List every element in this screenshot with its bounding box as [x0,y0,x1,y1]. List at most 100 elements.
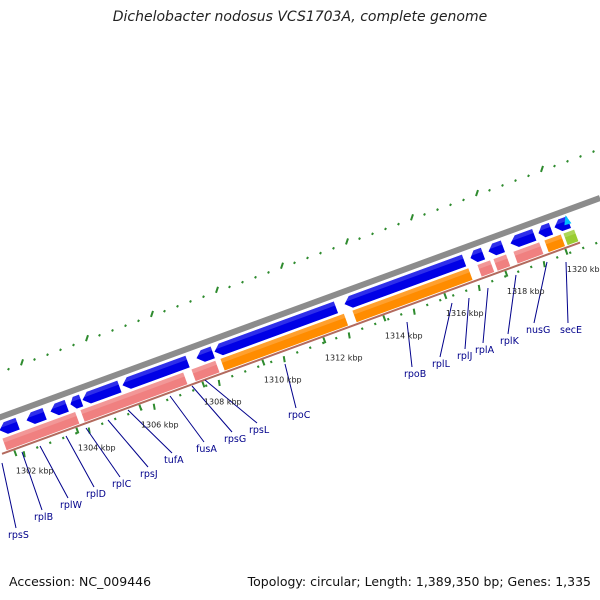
inner-ring-dot [256,365,260,369]
gene-label-fusA: fusA [196,444,217,455]
leader-line [533,261,548,324]
outer-ring-dot [462,198,465,202]
gene-label-rplK: rplK [500,336,520,347]
gene-label-rplJ: rplJ [457,351,472,362]
leader-line [565,261,569,324]
outer-ring-dot [215,286,219,294]
tick-labels: 1302 kbp 1304 kbp 1306 kbp 1308 kbp 1310 kbp… [16,265,600,475]
inner-ring-dot [230,374,234,378]
inner-ring-dot [269,360,273,364]
inner-ring-dot [594,241,598,245]
outer-ring-dot [527,174,530,178]
feature-shape [1,411,81,452]
gene-feature [507,228,538,248]
leader-line [439,302,453,358]
feature-shine [493,254,508,264]
outer-ring-dot [189,300,192,303]
inner-ring-dot [308,346,312,350]
leader-line [191,385,233,433]
feature-shape [219,313,349,372]
gene-feature [535,222,554,238]
feature-shape [487,239,506,256]
gene-feature [23,407,48,425]
outer-ring-dot [319,251,322,255]
feature-shine [119,355,188,384]
feature-shape [81,379,123,405]
gene-feature [190,360,221,382]
outer-ring-dot [254,275,257,279]
gene-feature [476,259,496,278]
gene-feature [211,300,339,356]
inner-ring-dot [100,422,104,426]
tick-mark [504,270,509,277]
tick-label: 1320 kbp [567,265,600,274]
outer-ring-dot [163,309,166,313]
tick-mark [382,315,387,322]
tick-label: 1316 kbp [446,309,484,318]
inner-ring-dot [61,436,65,440]
leader-line [284,363,297,409]
feature-shine [551,215,569,226]
outer-ring-dot [150,310,154,318]
inner-ring-dot [243,370,247,373]
outer-ring-dot [566,159,569,163]
feature-shine [467,247,483,257]
feature-shine [535,222,551,232]
outer-ring-dot [579,154,582,158]
outer-ring-dot [137,319,140,323]
feature-shine [2,411,77,443]
feature-shape [351,267,474,324]
outer-ring-dot [46,353,49,357]
outer-ring-dot [241,280,244,284]
tick-mark [443,292,448,300]
outer-ring-dot [475,189,479,197]
outer-ring-dot [345,238,349,245]
feature-shine [341,254,464,303]
tick-mark [322,337,327,344]
inner-ring-dot [568,251,572,255]
tick-label: 1306 kbp [141,421,179,430]
inner-ring-dot [282,356,286,363]
gene-feature [79,371,189,423]
inner-ring-dot [581,246,585,250]
outer-ring-dot [267,271,270,274]
tick-mark [75,427,80,434]
inner-ring-dot [425,303,429,307]
inner-ring-dot [113,417,117,421]
inner-ring-dot [74,431,78,435]
inner-ring-dot [490,279,494,283]
tick-label: 1308 kbp [204,398,242,407]
feature-shine [220,313,346,364]
feature-shine [563,229,576,238]
feature-shine [79,380,120,399]
leader-line [39,445,69,499]
outer-ring-dot [72,343,75,347]
outer-ring-dot [553,164,556,168]
gene-label-rplD: rplD [86,489,106,500]
outer-ring-dot [280,262,284,269]
inner-ring-dot [35,446,39,449]
feature-shape [190,360,221,382]
tick-label: 1302 kbp [16,466,54,475]
inner-ring-dot [204,384,208,388]
gene-label-rpoC: rpoC [288,410,311,421]
gene-feature [0,417,21,435]
leader-line [65,435,95,488]
feature-shine [544,234,563,245]
inner-ring-dot [373,322,377,326]
leader-line [464,297,470,350]
gene-feature [512,241,545,265]
feature-shine [80,372,185,415]
gene-label-rplA: rplA [475,345,495,356]
cyan-marker [564,215,572,226]
leader-line [127,409,173,454]
inner-ring-dot [438,298,442,302]
inner-ring-dot [48,441,52,445]
feature-shape [537,222,554,238]
feature-shine [507,228,534,242]
leader-line [204,379,258,424]
feature-shine [477,259,492,270]
gene-feature [341,253,467,309]
inner-ring-dot [516,270,520,274]
